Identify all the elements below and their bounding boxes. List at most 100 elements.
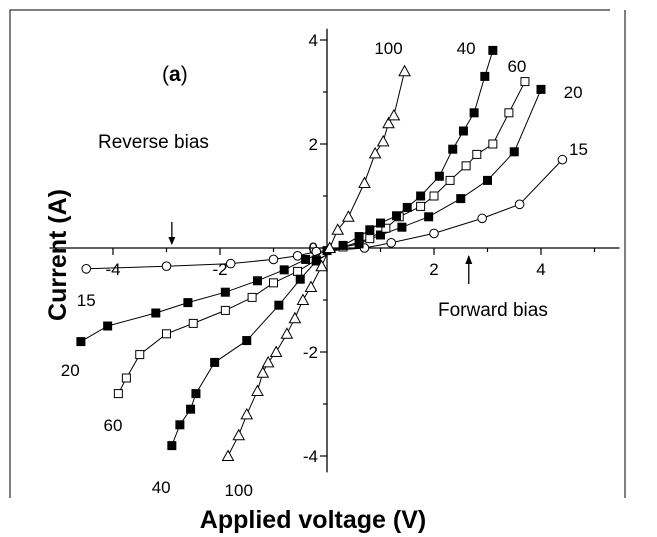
data-point <box>76 337 86 347</box>
series-label-left-15: 15 <box>77 291 96 310</box>
data-point <box>261 355 275 368</box>
data-point <box>221 449 235 461</box>
data-point <box>247 292 257 302</box>
x-tick-label: -2 <box>212 260 227 279</box>
series-40-group: 40 40 <box>152 39 498 497</box>
data-point <box>121 373 131 383</box>
series-label-left-20: 20 <box>61 361 80 380</box>
data-point <box>472 149 482 159</box>
data-point <box>279 265 289 275</box>
series-label-left-60: 60 <box>104 416 123 435</box>
data-point <box>220 287 230 297</box>
x-tick-label: -4 <box>105 260 120 279</box>
data-point <box>293 266 303 276</box>
data-point <box>483 175 492 185</box>
data-point <box>557 154 568 165</box>
data-point <box>488 45 498 55</box>
data-point <box>416 191 426 201</box>
data-point <box>376 230 385 240</box>
data-point <box>252 276 262 286</box>
figure-frame <box>9 9 626 498</box>
series-label-right-100: 100 <box>374 39 402 58</box>
data-point <box>256 366 270 378</box>
y-tick-label: -4 <box>303 447 318 466</box>
data-point <box>434 171 444 181</box>
data-point <box>381 223 391 233</box>
data-point <box>162 329 171 339</box>
data-point <box>280 327 294 339</box>
series-60-group: 60 60 <box>104 57 530 435</box>
data-point <box>268 254 279 265</box>
data-point <box>167 441 177 451</box>
data-point <box>274 300 284 310</box>
data-point <box>103 321 113 331</box>
data-point <box>376 218 385 228</box>
data-point <box>358 176 371 188</box>
data-point <box>392 211 402 221</box>
forward-arrow-head <box>465 255 473 264</box>
data-point <box>188 318 198 328</box>
data-point <box>251 384 264 396</box>
data-point <box>338 240 348 250</box>
y-tick-label: -2 <box>303 343 318 362</box>
data-point <box>113 389 123 399</box>
data-point <box>469 108 479 118</box>
data-point <box>458 126 468 136</box>
series-label-right-60: 60 <box>507 57 526 76</box>
data-point <box>416 201 426 211</box>
data-point <box>397 222 407 232</box>
data-point <box>296 293 310 305</box>
data-point <box>242 336 252 346</box>
data-point <box>175 420 185 430</box>
data-point <box>301 254 311 264</box>
data-point <box>365 225 375 235</box>
data-point <box>382 116 395 129</box>
data-point <box>210 357 220 367</box>
data-point <box>520 77 530 87</box>
reverse-arrow-head <box>168 237 176 245</box>
series-100-group: 100 100 <box>221 39 411 500</box>
data-point <box>295 274 305 284</box>
y-tick-label: 4 <box>309 31 318 50</box>
data-point <box>477 213 487 224</box>
data-point <box>225 258 236 269</box>
data-point <box>220 305 230 315</box>
data-point <box>240 407 254 420</box>
data-point <box>402 202 412 212</box>
series-label-right-20: 20 <box>564 83 583 102</box>
data-point <box>365 234 375 244</box>
data-point <box>151 308 161 318</box>
data-point <box>429 228 439 239</box>
data-point <box>509 147 519 157</box>
data-point <box>514 199 525 210</box>
data-point <box>186 404 196 414</box>
panel-label: (a) <box>162 63 188 86</box>
data-point <box>315 259 328 272</box>
data-point <box>232 428 246 441</box>
data-point <box>424 212 434 222</box>
x-tick-label: 2 <box>429 260 438 279</box>
data-point <box>342 210 355 222</box>
y-axis-title: Current (A) <box>44 189 72 321</box>
reverse-bias-label: Reverse bias <box>98 132 209 153</box>
data-point <box>269 278 278 288</box>
data-point <box>269 345 283 357</box>
data-point <box>323 241 337 253</box>
forward-bias-label: Forward bias <box>438 300 548 321</box>
series-label-left-100: 100 <box>225 481 253 500</box>
y-tick-label: 2 <box>309 135 318 154</box>
data-point <box>445 175 455 185</box>
data-point <box>386 238 397 248</box>
data-point <box>448 144 458 154</box>
x-tick-label: 4 <box>536 260 545 279</box>
data-point <box>480 71 490 81</box>
series-label-right-40: 40 <box>457 39 476 58</box>
data-point <box>191 389 201 399</box>
data-point <box>504 108 514 118</box>
series-40-line <box>171 50 494 446</box>
data-point <box>461 161 471 171</box>
